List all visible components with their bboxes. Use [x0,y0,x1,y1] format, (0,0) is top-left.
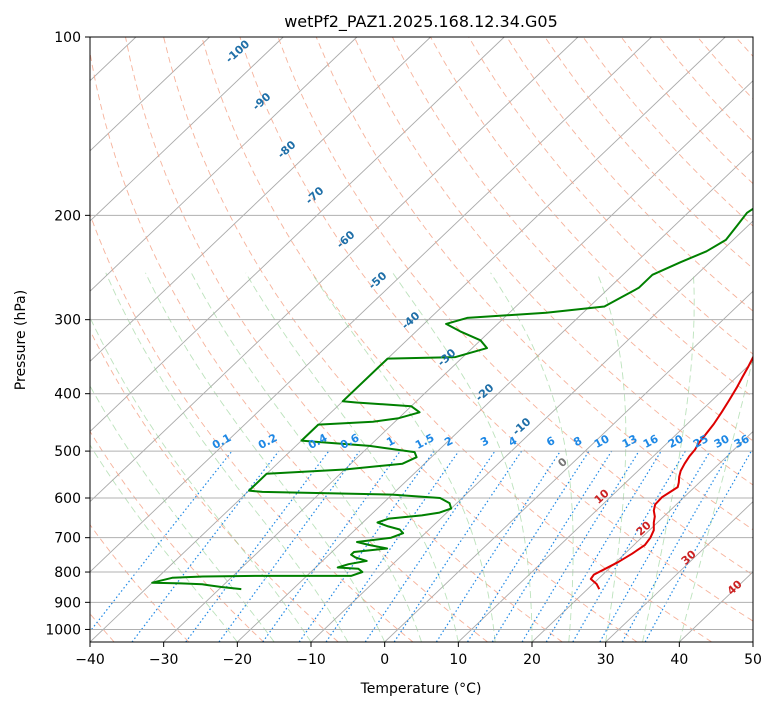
y-tick-label: 200 [54,208,81,224]
x-tick-label: −20 [223,652,253,668]
plot-background [90,37,753,642]
x-axis-label: Temperature (°C) [360,681,482,697]
x-tick-label: 50 [744,652,762,668]
y-tick-label: 600 [54,491,81,507]
y-tick-label: 500 [54,444,81,460]
x-tick-label: 40 [670,652,688,668]
y-tick-label: 100 [54,30,81,46]
x-tick-label: 0 [380,652,389,668]
x-tick-label: −10 [296,652,326,668]
y-tick-label: 1000 [45,622,81,638]
x-axis-ticks: −40 −30 −20 −10 0 10 20 30 40 50 [75,642,762,668]
y-axis-label: Pressure (hPa) [13,290,29,390]
y-tick-label: 300 [54,313,81,329]
x-tick-label: 30 [597,652,615,668]
y-tick-label: 800 [54,565,81,581]
x-tick-label: −30 [149,652,179,668]
y-tick-label: 900 [54,595,81,611]
x-tick-label: 20 [523,652,541,668]
isotherm-line [753,37,775,642]
y-tick-label: 400 [54,387,81,403]
x-tick-label: 10 [449,652,467,668]
y-axis-ticks: 100 200 300 400 500 600 700 800 900 1000 [45,30,90,638]
x-tick-label: −40 [75,652,105,668]
isotherm-line [0,37,62,642]
y-tick-label: 700 [54,531,81,547]
chart-title: wetPf2_PAZ1.2025.168.12.34.G05 [284,12,558,32]
